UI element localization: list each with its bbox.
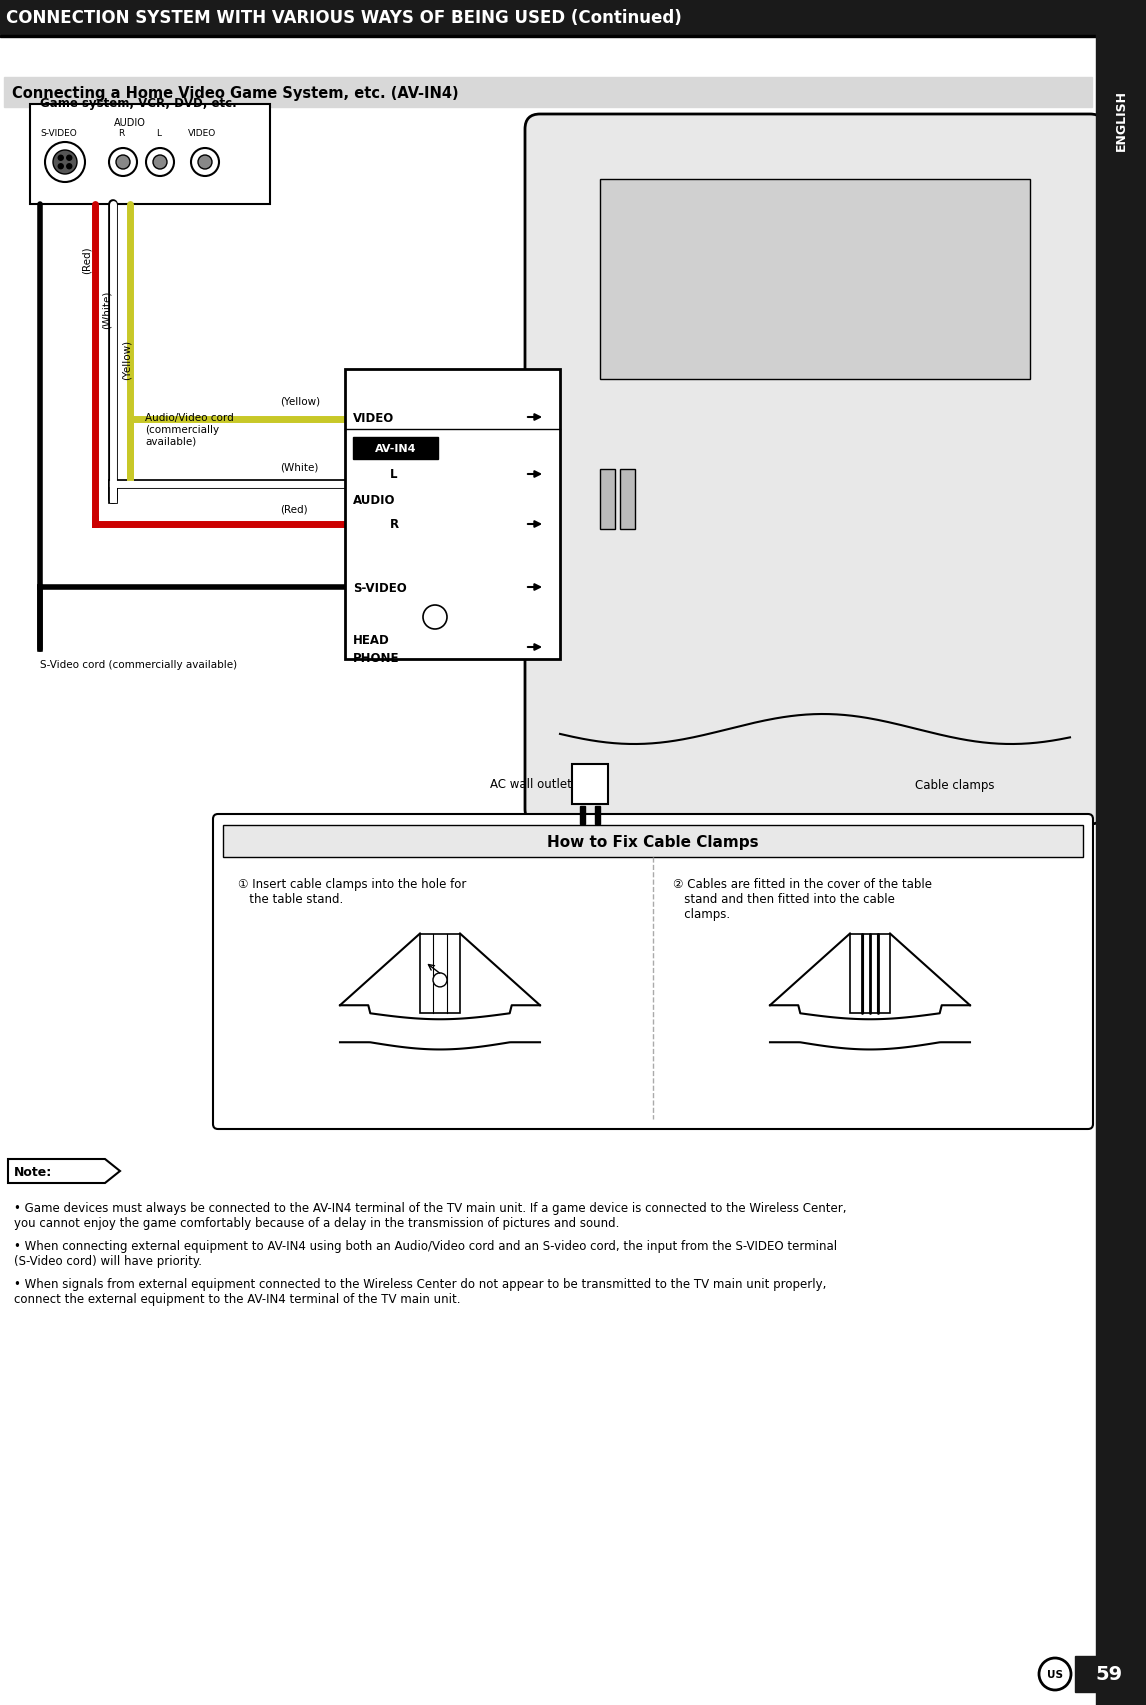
Polygon shape: [8, 1159, 120, 1183]
Text: (Yellow): (Yellow): [280, 397, 320, 407]
Text: ENGLISH: ENGLISH: [1115, 89, 1128, 150]
Text: (White): (White): [280, 462, 319, 472]
Circle shape: [198, 155, 212, 170]
Text: • When signals from external equipment connected to the Wireless Center do not a: • When signals from external equipment c…: [14, 1277, 826, 1306]
Text: • Game devices must always be connected to the AV-IN4 terminal of the TV main un: • Game devices must always be connected …: [14, 1202, 847, 1229]
Text: VIDEO: VIDEO: [353, 411, 394, 425]
Text: AV-IN4: AV-IN4: [375, 443, 416, 454]
Circle shape: [66, 165, 72, 169]
Circle shape: [45, 143, 85, 182]
Text: AC wall outlet: AC wall outlet: [490, 777, 572, 791]
Bar: [30, 106, 270, 205]
Text: (White): (White): [102, 290, 112, 329]
Circle shape: [58, 157, 63, 162]
Text: L: L: [156, 128, 160, 138]
Circle shape: [58, 165, 63, 169]
Bar: [572, 764, 609, 805]
Bar: [601, 469, 615, 530]
Bar: [0, 0, 1096, 36]
Text: Audio/Video cord
(commercially
available): Audio/Video cord (commercially available…: [146, 413, 234, 447]
Text: CONNECTION SYSTEM WITH VARIOUS WAYS OF BEING USED (Continued): CONNECTION SYSTEM WITH VARIOUS WAYS OF B…: [6, 9, 682, 27]
Text: US: US: [1047, 1669, 1063, 1679]
Bar: [0, 36, 1096, 38]
Circle shape: [423, 605, 447, 629]
Bar: [345, 370, 560, 660]
Text: R: R: [118, 128, 124, 138]
Bar: [353, 438, 438, 460]
Text: AUDIO: AUDIO: [353, 493, 395, 506]
Text: VIDEO: VIDEO: [188, 128, 217, 138]
Circle shape: [433, 974, 447, 987]
Bar: [601, 181, 1030, 380]
Text: HEAD: HEAD: [353, 633, 390, 646]
Text: ① Insert cable clamps into the hole for
   the table stand.: ① Insert cable clamps into the hole for …: [238, 878, 466, 905]
Text: S-VIDEO: S-VIDEO: [40, 128, 77, 138]
FancyBboxPatch shape: [213, 815, 1093, 1129]
Circle shape: [116, 155, 129, 170]
Text: (Yellow): (Yellow): [121, 339, 132, 380]
Text: Game system, VCR, DVD, etc.: Game system, VCR, DVD, etc.: [40, 97, 237, 109]
Bar: [1096, 0, 1146, 1705]
Text: R: R: [390, 518, 399, 532]
Bar: [620, 469, 635, 530]
Text: Connecting a Home Video Game System, etc. (AV-IN4): Connecting a Home Video Game System, etc…: [11, 85, 458, 101]
Circle shape: [109, 148, 138, 177]
Text: S-VIDEO: S-VIDEO: [353, 581, 407, 593]
Text: (Red): (Red): [280, 505, 307, 515]
Circle shape: [1039, 1657, 1072, 1690]
Text: Cable clamps: Cable clamps: [915, 777, 995, 791]
Text: • When connecting external equipment to AV-IN4 using both an Audio/Video cord an: • When connecting external equipment to …: [14, 1240, 837, 1267]
FancyBboxPatch shape: [525, 114, 1105, 825]
Bar: [419, 934, 460, 1014]
Circle shape: [66, 157, 72, 162]
Text: 59: 59: [1096, 1664, 1123, 1683]
Text: PHONE: PHONE: [353, 651, 400, 665]
Circle shape: [191, 148, 219, 177]
Bar: [223, 825, 1083, 858]
Text: ② Cables are fitted in the cover of the table
   stand and then fitted into the : ② Cables are fitted in the cover of the …: [673, 878, 932, 921]
Text: Note:: Note:: [14, 1165, 53, 1178]
Circle shape: [146, 148, 174, 177]
Circle shape: [154, 155, 167, 170]
Text: (Red): (Red): [83, 246, 92, 273]
Bar: [1075, 1656, 1143, 1691]
Text: S-Video cord (commercially available): S-Video cord (commercially available): [40, 660, 237, 670]
Bar: [580, 806, 584, 825]
Text: L: L: [390, 469, 398, 481]
Bar: [595, 806, 601, 825]
Text: How to Fix Cable Clamps: How to Fix Cable Clamps: [547, 834, 759, 849]
Bar: [3, 78, 1092, 107]
Circle shape: [53, 152, 77, 176]
Bar: [850, 934, 890, 1014]
Text: AUDIO: AUDIO: [115, 118, 146, 128]
